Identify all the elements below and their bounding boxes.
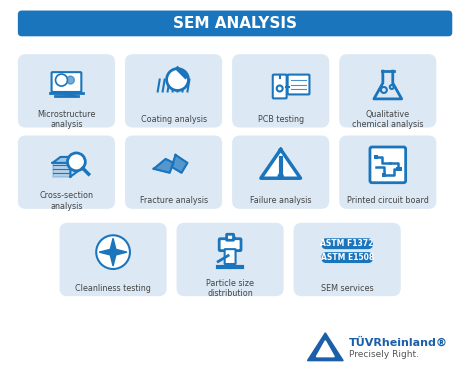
FancyBboxPatch shape bbox=[370, 147, 406, 183]
Text: Cleanliness testing: Cleanliness testing bbox=[75, 284, 151, 293]
FancyBboxPatch shape bbox=[125, 136, 222, 209]
Circle shape bbox=[67, 153, 85, 171]
Text: SEM ANALYSIS: SEM ANALYSIS bbox=[173, 16, 297, 31]
FancyBboxPatch shape bbox=[293, 223, 401, 296]
Text: Coating analysis: Coating analysis bbox=[140, 115, 207, 124]
Circle shape bbox=[55, 74, 67, 86]
Circle shape bbox=[55, 74, 67, 86]
Text: Precisely Right.: Precisely Right. bbox=[349, 350, 419, 359]
FancyBboxPatch shape bbox=[232, 136, 329, 209]
FancyBboxPatch shape bbox=[18, 11, 452, 36]
FancyBboxPatch shape bbox=[125, 54, 222, 127]
FancyBboxPatch shape bbox=[219, 239, 241, 250]
FancyBboxPatch shape bbox=[339, 54, 437, 127]
FancyBboxPatch shape bbox=[288, 74, 310, 94]
Text: ASTM E1508: ASTM E1508 bbox=[320, 252, 374, 261]
FancyBboxPatch shape bbox=[321, 238, 373, 249]
Text: PCB testing: PCB testing bbox=[258, 115, 304, 124]
Text: Printed circuit board: Printed circuit board bbox=[347, 196, 429, 205]
FancyBboxPatch shape bbox=[232, 54, 329, 127]
Text: TÜVRheinland®: TÜVRheinland® bbox=[349, 338, 448, 348]
Text: Failure analysis: Failure analysis bbox=[250, 196, 311, 205]
Polygon shape bbox=[71, 157, 78, 177]
Text: Cross-section
analysis: Cross-section analysis bbox=[39, 191, 93, 211]
FancyBboxPatch shape bbox=[60, 223, 167, 296]
Polygon shape bbox=[99, 238, 127, 266]
Polygon shape bbox=[53, 157, 78, 163]
FancyBboxPatch shape bbox=[18, 54, 115, 127]
FancyBboxPatch shape bbox=[396, 167, 400, 171]
Text: SEM services: SEM services bbox=[321, 284, 374, 293]
Circle shape bbox=[278, 174, 283, 179]
FancyBboxPatch shape bbox=[374, 155, 378, 159]
Text: Fracture analysis: Fracture analysis bbox=[139, 196, 208, 205]
Text: Particle size
distribution: Particle size distribution bbox=[206, 279, 254, 298]
Circle shape bbox=[167, 69, 189, 91]
FancyBboxPatch shape bbox=[382, 173, 386, 177]
Polygon shape bbox=[308, 333, 343, 361]
Text: ASTM F1372: ASTM F1372 bbox=[320, 239, 374, 248]
FancyBboxPatch shape bbox=[176, 223, 283, 296]
Circle shape bbox=[66, 76, 74, 84]
FancyBboxPatch shape bbox=[321, 252, 373, 263]
FancyBboxPatch shape bbox=[273, 74, 287, 98]
Text: Qualitative
chemical analysis: Qualitative chemical analysis bbox=[352, 110, 424, 129]
FancyBboxPatch shape bbox=[227, 234, 234, 240]
Polygon shape bbox=[154, 159, 173, 173]
FancyBboxPatch shape bbox=[53, 163, 71, 177]
Polygon shape bbox=[316, 341, 334, 357]
Text: Microstructure
analysis: Microstructure analysis bbox=[37, 110, 96, 129]
FancyBboxPatch shape bbox=[398, 167, 401, 171]
Ellipse shape bbox=[96, 235, 130, 269]
FancyBboxPatch shape bbox=[225, 249, 236, 264]
Polygon shape bbox=[261, 149, 301, 178]
FancyBboxPatch shape bbox=[339, 136, 437, 209]
FancyBboxPatch shape bbox=[52, 72, 82, 92]
FancyBboxPatch shape bbox=[18, 136, 115, 209]
Polygon shape bbox=[172, 155, 187, 173]
